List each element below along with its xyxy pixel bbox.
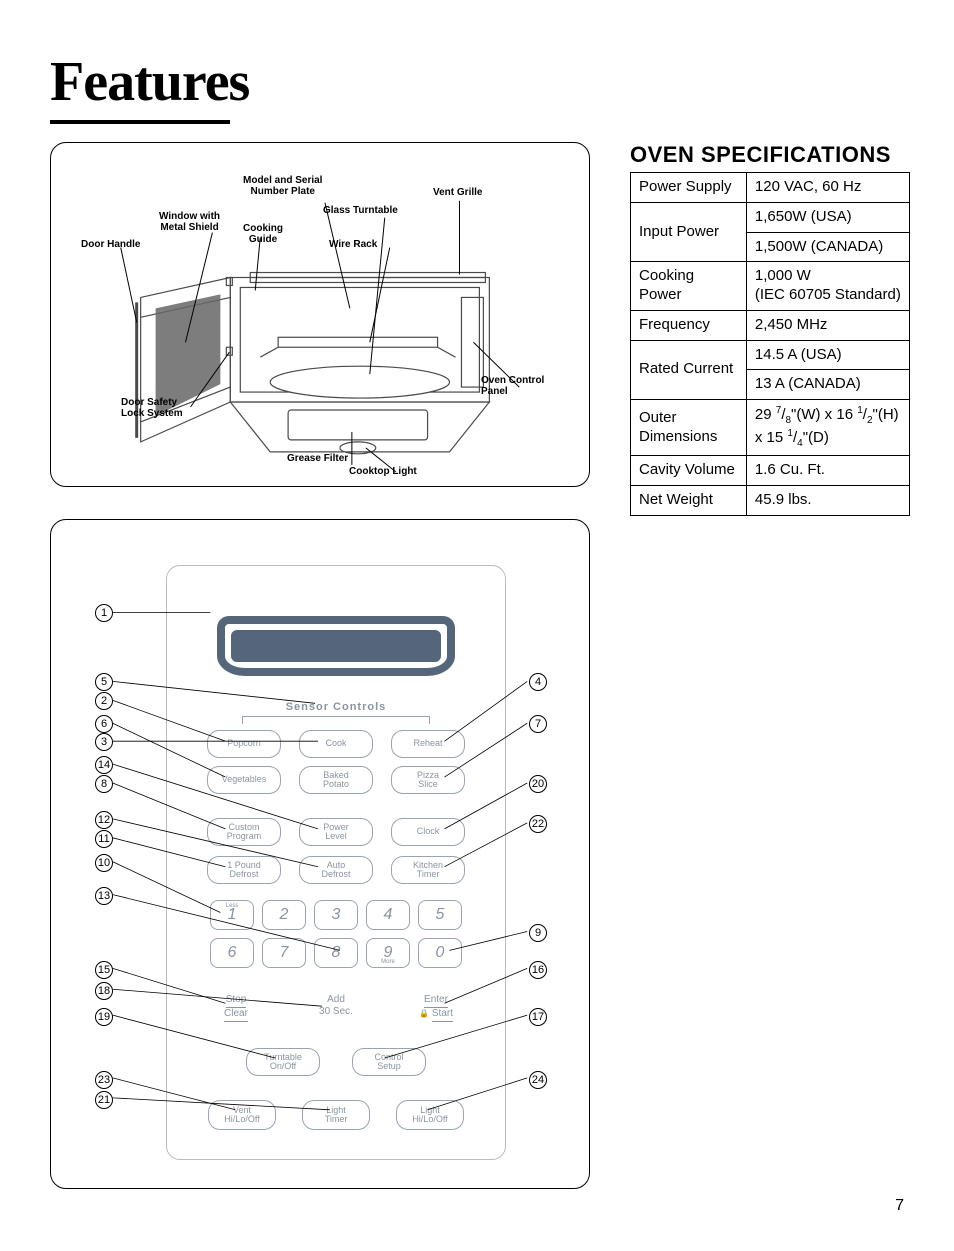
callout-13: 13 <box>95 887 113 905</box>
spec-input-power-v1: 1,650W (USA) <box>746 202 909 232</box>
page-number: 7 <box>895 1197 904 1215</box>
label-cooktop-light: Cooktop Light <box>349 466 417 477</box>
spec-cooking-power-k: Cooking Power <box>631 262 747 311</box>
key-3: 3 <box>314 900 358 930</box>
btn-baked-potato: Baked Potato <box>299 766 373 794</box>
key-5: 5 <box>418 900 462 930</box>
key-1: Less1 <box>210 900 254 930</box>
panel-display <box>217 616 455 676</box>
spec-cavity-vol-k: Cavity Volume <box>631 456 747 486</box>
spec-rated-current-k: Rated Current <box>631 340 747 400</box>
spec-net-weight-k: Net Weight <box>631 485 747 515</box>
btn-light-timer: Light Timer <box>302 1100 370 1130</box>
btn-1lb-defrost: 1 Pound Defrost <box>207 856 281 884</box>
callout-8: 8 <box>95 775 113 793</box>
spec-rated-current-v1: 14.5 A (USA) <box>746 340 909 370</box>
callout-2: 2 <box>95 692 113 710</box>
label-door-safety: Door Safety Lock System <box>121 397 183 419</box>
action-add30: Add 30 Sec. <box>298 994 374 1022</box>
callout-1: 1 <box>95 604 113 622</box>
label-cooking-guide: Cooking Guide <box>243 223 283 245</box>
callout-11: 11 <box>95 830 113 848</box>
spec-input-power-k: Input Power <box>631 202 747 262</box>
btn-kitchen-timer: Kitchen Timer <box>391 856 465 884</box>
spec-power-supply-k: Power Supply <box>631 173 747 203</box>
spec-net-weight-v: 45.9 lbs. <box>746 485 909 515</box>
label-grease-filter: Grease Filter <box>287 453 348 464</box>
label-glass-turntable: Glass Turntable <box>323 205 398 216</box>
label-window: Window with Metal Shield <box>159 211 220 233</box>
btn-clock: Clock <box>391 818 465 846</box>
oven-diagram-panel: Door Handle Window with Metal Shield Coo… <box>50 142 590 487</box>
sensor-bracket <box>242 716 430 724</box>
btn-cook: Cook <box>299 730 373 758</box>
callout-21: 21 <box>95 1091 113 1109</box>
label-wire-rack: Wire Rack <box>329 239 377 250</box>
callout-7: 7 <box>529 715 547 733</box>
spec-cooking-power-v: 1,000 W (IEC 60705 Standard) <box>746 262 909 311</box>
key-8: 8 <box>314 938 358 968</box>
sensor-controls-label: Sensor Controls <box>167 701 505 713</box>
key-0: 0 <box>418 938 462 968</box>
control-panel-diagram-panel: Sensor Controls Popcorn Cook Reheat Vege… <box>50 519 590 1189</box>
spec-title: OVEN SPECIFICATIONS <box>630 142 910 168</box>
label-door-handle: Door Handle <box>81 239 140 250</box>
callout-22: 22 <box>529 815 547 833</box>
btn-light: Light Hi/Lo/Off <box>396 1100 464 1130</box>
callout-12: 12 <box>95 811 113 829</box>
btn-control-setup: Control Setup <box>352 1048 426 1076</box>
callout-15: 15 <box>95 961 113 979</box>
label-vent-grille: Vent Grille <box>433 187 482 198</box>
callout-5: 5 <box>95 673 113 691</box>
callout-17: 17 <box>529 1008 547 1026</box>
callout-19: 19 <box>95 1008 113 1026</box>
title-rule <box>50 120 230 124</box>
label-control-panel: Oven Control Panel <box>481 375 544 397</box>
spec-outer-dim-k: Outer Dimensions <box>631 400 747 456</box>
spec-frequency-v: 2,450 MHz <box>746 310 909 340</box>
callout-10: 10 <box>95 854 113 872</box>
btn-power-level: Power Level <box>299 818 373 846</box>
action-enter-start: Enter 🔒 Start <box>398 994 474 1022</box>
key-4: 4 <box>366 900 410 930</box>
control-panel-body: Sensor Controls Popcorn Cook Reheat Vege… <box>166 565 506 1160</box>
spec-rated-current-v2: 13 A (CANADA) <box>746 370 909 400</box>
btn-auto-defrost: Auto Defrost <box>299 856 373 884</box>
spec-cavity-vol-v: 1.6 Cu. Ft. <box>746 456 909 486</box>
spec-power-supply-v: 120 VAC, 60 Hz <box>746 173 909 203</box>
callout-9: 9 <box>529 924 547 942</box>
key-6: 6 <box>210 938 254 968</box>
action-stop-clear: Stop Clear <box>198 994 274 1022</box>
callout-20: 20 <box>529 775 547 793</box>
keypad: Less1 2 3 4 5 6 7 8 9More <box>167 900 505 968</box>
page-title: Features <box>50 50 904 114</box>
btn-popcorn: Popcorn <box>207 730 281 758</box>
callout-3: 3 <box>95 733 113 751</box>
callout-4: 4 <box>529 673 547 691</box>
spec-frequency-k: Frequency <box>631 310 747 340</box>
btn-custom-program: Custom Program <box>207 818 281 846</box>
callout-18: 18 <box>95 982 113 1000</box>
btn-turntable: Turntable On/Off <box>246 1048 320 1076</box>
spec-outer-dim-v: 29 7/8"(W) x 16 1/2"(H) x 15 1/4"(D) <box>746 400 909 456</box>
btn-pizza-slice: Pizza Slice <box>391 766 465 794</box>
key-7: 7 <box>262 938 306 968</box>
spec-table: Power Supply 120 VAC, 60 Hz Input Power … <box>630 172 910 516</box>
callout-23: 23 <box>95 1071 113 1089</box>
btn-vegetables: Vegetables <box>207 766 281 794</box>
label-model-serial: Model and Serial Number Plate <box>243 175 322 197</box>
btn-vent: Vent Hi/Lo/Off <box>208 1100 276 1130</box>
callout-16: 16 <box>529 961 547 979</box>
key-9: 9More <box>366 938 410 968</box>
callout-14: 14 <box>95 756 113 774</box>
spec-input-power-v2: 1,500W (CANADA) <box>746 232 909 262</box>
callout-24: 24 <box>529 1071 547 1089</box>
key-2: 2 <box>262 900 306 930</box>
btn-reheat: Reheat <box>391 730 465 758</box>
callout-6: 6 <box>95 715 113 733</box>
